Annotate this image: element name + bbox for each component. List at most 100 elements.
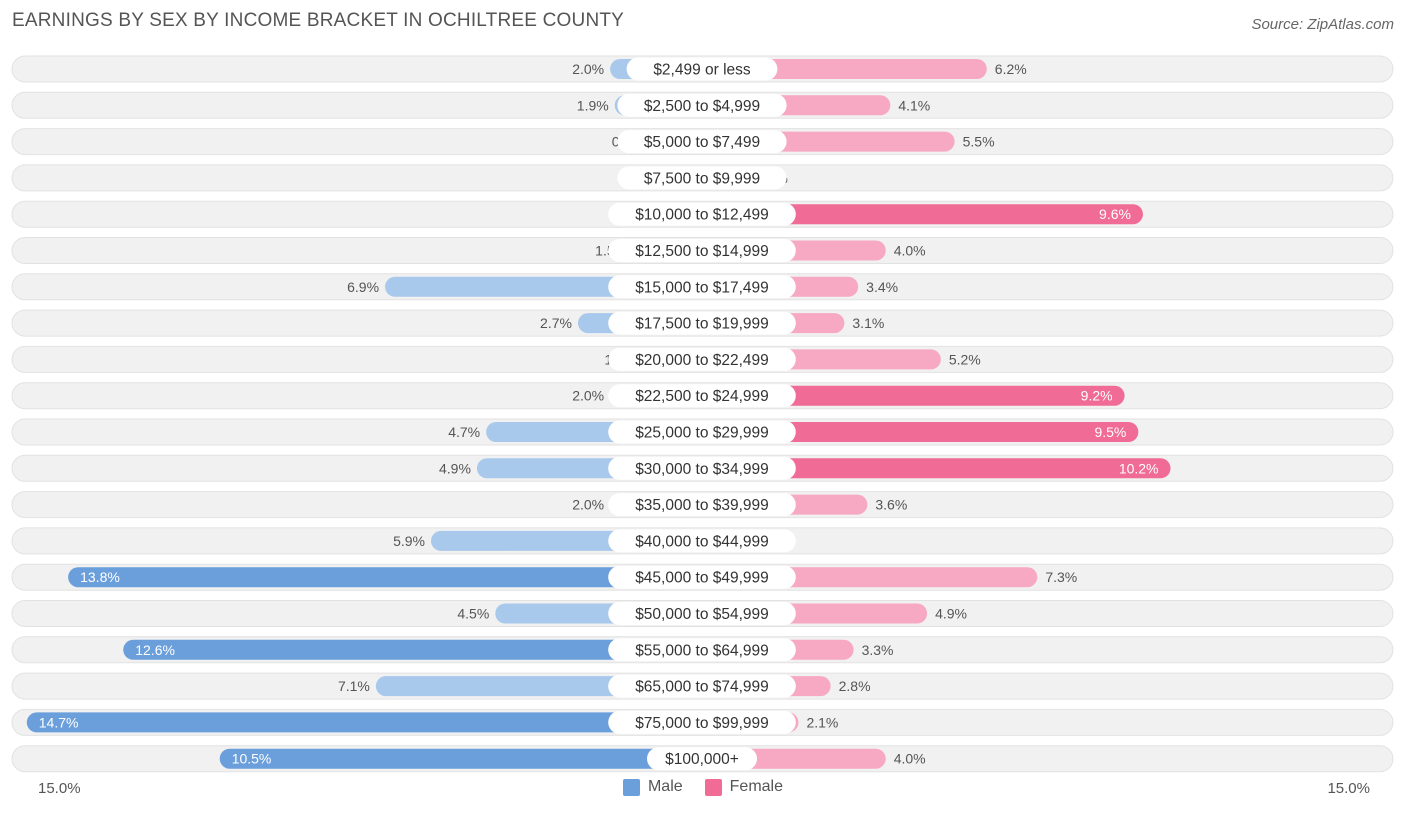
category-label: $50,000 to $54,999 <box>635 606 769 623</box>
chart-row: 6.9% 3.4% $15,000 to $17,499 <box>11 273 1394 301</box>
category-label: $30,000 to $34,999 <box>635 461 769 478</box>
female-value-label: 3.4% <box>866 279 898 295</box>
male-value-label: 14.7% <box>39 714 79 730</box>
chart-row: 7.1% 2.8% $65,000 to $74,999 <box>11 672 1394 700</box>
female-bar[interactable] <box>702 422 1139 442</box>
male-value-label: 6.9% <box>347 279 379 295</box>
male-value-label: 2.0% <box>572 388 604 404</box>
chart-title: EARNINGS BY SEX BY INCOME BRACKET IN OCH… <box>12 10 625 31</box>
chart-row: 2.0% 9.2% $22,500 to $24,999 <box>11 382 1394 410</box>
category-pill <box>608 275 796 299</box>
male-value-label: 1.9% <box>577 97 609 113</box>
category-pill <box>608 493 796 517</box>
category-label: $55,000 to $64,999 <box>635 642 769 659</box>
legend-item-female[interactable]: Female <box>704 778 784 796</box>
chart-row: 14.7% 2.1% $75,000 to $99,999 <box>11 708 1394 736</box>
female-value-label: 9.6% <box>1099 206 1131 222</box>
female-bar[interactable] <box>702 458 1171 479</box>
category-label: $2,500 to $4,999 <box>644 98 760 115</box>
chart-row: 13.8% 7.3% $45,000 to $49,999 <box>11 563 1394 591</box>
chart-row: 0.13%1.0%$7,500 to $9,999 <box>11 164 1394 192</box>
category-pill <box>608 638 796 662</box>
category-label: $12,500 to $14,999 <box>635 243 769 260</box>
legend-female-label: Female <box>729 778 784 795</box>
category-pill <box>608 529 796 553</box>
category-label: $17,500 to $19,999 <box>635 316 769 333</box>
female-value-label: 6.2% <box>995 61 1027 77</box>
chart-row: 0.97%5.5%$5,000 to $7,499 <box>11 128 1394 156</box>
chart-row: 4.9% 10.2% $30,000 to $34,999 <box>11 454 1394 482</box>
category-pill <box>608 420 796 444</box>
male-value-label: 4.5% <box>457 606 489 622</box>
male-bar[interactable] <box>123 639 703 660</box>
chart-row: 5.9%1.0%$40,000 to $44,999 <box>11 527 1394 555</box>
female-value-label: 3.1% <box>852 315 884 331</box>
female-bar[interactable] <box>702 385 1125 406</box>
chart-row: 1.9% 4.1% $2,500 to $4,999 <box>11 91 1394 119</box>
category-pill <box>608 384 796 408</box>
category-pill <box>608 565 796 589</box>
female-value-label: 3.6% <box>875 497 907 513</box>
female-value-label: 4.9% <box>935 606 967 622</box>
legend-male-label: Male <box>647 778 683 795</box>
category-label: $2,499 or less <box>653 62 751 79</box>
category-label: $45,000 to $49,999 <box>635 570 769 587</box>
category-label: $65,000 to $74,999 <box>635 679 769 696</box>
chart-row: 1.3%5.2%$20,000 to $22,499 <box>11 345 1394 373</box>
category-label: $25,000 to $29,999 <box>635 425 769 442</box>
female-value-label: 9.5% <box>1094 424 1126 440</box>
female-value-label: 4.0% <box>894 243 926 259</box>
category-label: $7,500 to $9,999 <box>644 170 760 187</box>
category-pill <box>608 456 796 480</box>
category-label: $100,000+ <box>665 751 739 768</box>
female-value-label: 10.2% <box>1119 460 1159 476</box>
chart-row: 2.0% 3.6% $35,000 to $39,999 <box>11 491 1394 519</box>
category-pill <box>608 674 796 698</box>
male-value-label: 4.7% <box>448 424 480 440</box>
chart-row: 1.5%4.0%$12,500 to $14,999 <box>11 237 1394 264</box>
male-value-label: 7.1% <box>338 678 370 694</box>
category-pill <box>617 130 787 154</box>
male-swatch <box>622 778 640 796</box>
category-pill <box>608 602 796 625</box>
category-pill <box>626 57 778 81</box>
male-bar[interactable] <box>219 748 702 769</box>
female-bar[interactable] <box>702 204 1143 225</box>
chart-row: 10.5% 4.0% $100,000+ <box>11 745 1394 773</box>
category-label: $40,000 to $44,999 <box>635 533 769 550</box>
category-label: $10,000 to $12,499 <box>635 207 769 224</box>
chart-row: 4.5% 4.9% $50,000 to $54,999 <box>11 600 1394 627</box>
female-value-label: 4.0% <box>894 751 926 767</box>
male-bar[interactable] <box>26 712 702 733</box>
male-value-label: 2.0% <box>572 497 604 513</box>
category-pill <box>608 311 796 335</box>
male-value-label: 2.0% <box>572 61 604 77</box>
male-bar[interactable] <box>68 567 703 588</box>
category-pill <box>608 710 796 734</box>
category-label: $5,000 to $7,499 <box>644 134 760 151</box>
category-pill <box>617 166 787 190</box>
axis-left-label: 15.0% <box>38 780 81 797</box>
category-label: $15,000 to $17,499 <box>635 279 769 296</box>
category-label: $35,000 to $39,999 <box>635 497 769 514</box>
category-label: $20,000 to $22,499 <box>635 352 769 369</box>
male-value-label: 5.9% <box>393 533 425 549</box>
chart-row: 4.7% 9.5% $25,000 to $29,999 <box>11 418 1394 446</box>
male-value-label: 4.9% <box>439 460 471 476</box>
female-value-label: 3.3% <box>862 642 894 658</box>
female-value-label: 5.2% <box>949 351 981 367</box>
chart-row: 2.0% 6.2% $2,499 or less <box>11 55 1394 83</box>
category-pill <box>608 239 796 262</box>
male-value-label: 2.7% <box>540 315 572 331</box>
male-value-label: 13.8% <box>80 569 120 585</box>
legend-item-male[interactable]: Male <box>622 778 683 796</box>
chart-row: 2.7% 3.1% $17,500 to $19,999 <box>11 309 1394 337</box>
category-pill <box>647 747 757 771</box>
female-value-label: 2.8% <box>839 678 871 694</box>
category-pill <box>608 347 796 371</box>
category-label: $22,500 to $24,999 <box>635 388 769 405</box>
female-value-label: 2.1% <box>806 714 838 730</box>
female-value-label: 7.3% <box>1045 569 1077 585</box>
female-swatch <box>704 778 722 796</box>
